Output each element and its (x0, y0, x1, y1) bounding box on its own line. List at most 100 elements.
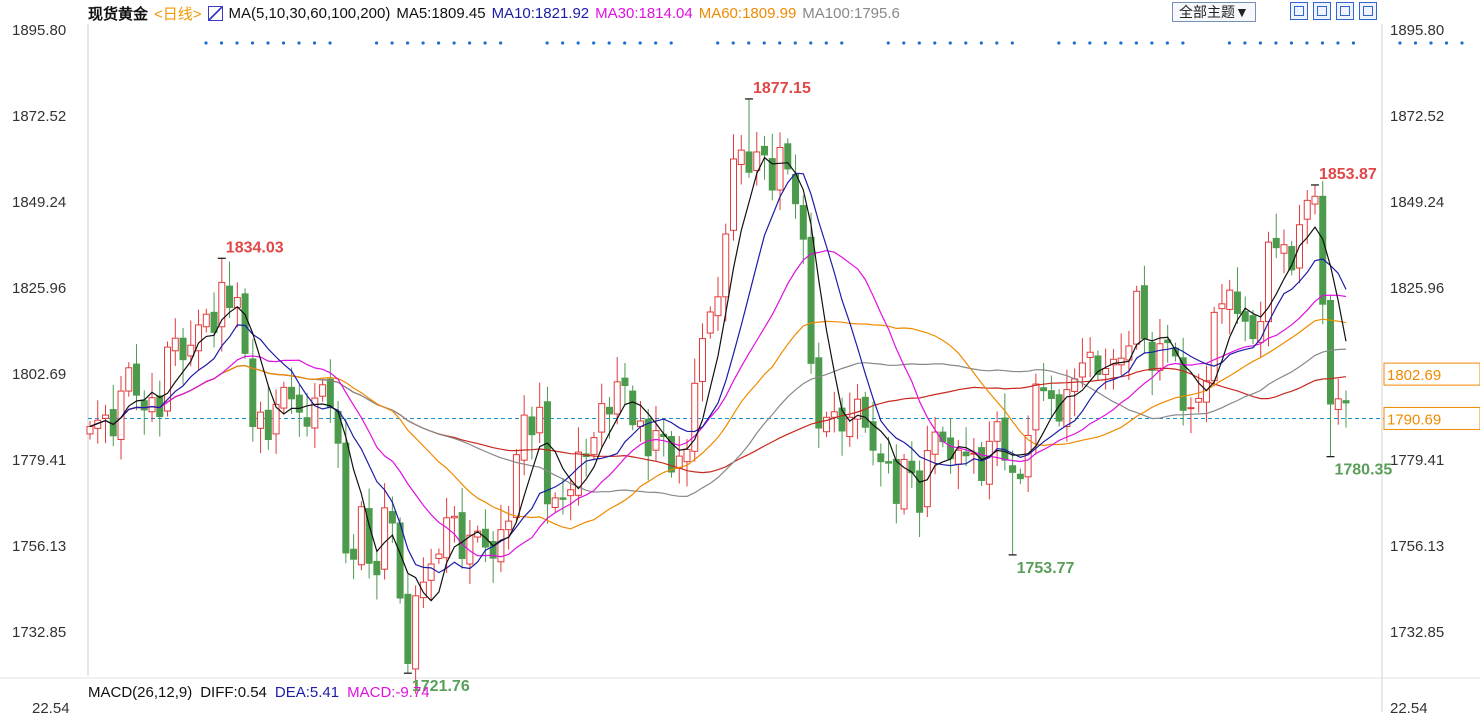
candle[interactable] (1078, 362, 1086, 378)
candle[interactable] (1233, 291, 1241, 314)
candle[interactable] (450, 515, 458, 519)
ma-settings-icon[interactable] (207, 5, 223, 21)
candle[interactable] (443, 517, 451, 559)
candle[interactable] (714, 296, 722, 317)
candle[interactable] (1342, 400, 1350, 404)
candle[interactable] (280, 386, 288, 409)
candle[interactable] (303, 417, 311, 427)
candle[interactable] (404, 593, 412, 664)
candle[interactable] (745, 151, 753, 173)
candle[interactable] (954, 449, 962, 465)
candle[interactable] (916, 470, 924, 513)
export-icon[interactable] (1336, 2, 1354, 20)
candle[interactable] (931, 431, 939, 455)
candle[interactable] (1171, 347, 1179, 357)
candle[interactable] (1109, 358, 1117, 366)
candle[interactable] (861, 396, 869, 428)
candle[interactable] (1179, 357, 1187, 411)
candle[interactable] (388, 511, 396, 524)
candle[interactable] (567, 489, 575, 497)
candle[interactable] (342, 442, 350, 554)
candle[interactable] (1226, 289, 1234, 310)
candle[interactable] (249, 358, 257, 428)
candle[interactable] (419, 581, 427, 599)
candle[interactable] (1016, 473, 1024, 480)
candle[interactable] (396, 522, 404, 599)
candle[interactable] (869, 421, 877, 451)
candle[interactable] (768, 158, 776, 191)
fullscreen-icon[interactable] (1359, 2, 1377, 20)
chart-icon[interactable] (1313, 2, 1331, 20)
candle[interactable] (985, 440, 993, 485)
candle[interactable] (195, 324, 203, 352)
candle[interactable] (1086, 351, 1094, 358)
candle[interactable] (458, 512, 466, 559)
candle[interactable] (1218, 303, 1226, 310)
candle[interactable] (830, 411, 838, 418)
candle[interactable] (667, 436, 675, 473)
candle[interactable] (1249, 315, 1257, 340)
candle[interactable] (497, 529, 505, 563)
candle[interactable] (1210, 311, 1218, 382)
candle[interactable] (334, 410, 342, 444)
candle[interactable] (435, 553, 443, 559)
candle[interactable] (613, 381, 621, 415)
candle[interactable] (140, 400, 148, 411)
candle[interactable] (644, 418, 652, 457)
candle[interactable] (1055, 394, 1063, 422)
candle[interactable] (698, 338, 706, 382)
candle[interactable] (543, 401, 551, 505)
candle[interactable] (1303, 199, 1311, 220)
candle[interactable] (605, 406, 613, 415)
candle[interactable] (1094, 355, 1102, 375)
candle[interactable] (489, 540, 497, 559)
candle[interactable] (241, 293, 249, 354)
candle[interactable] (171, 337, 179, 352)
macd-label[interactable]: MACD(26,12,9) (88, 684, 193, 701)
candle[interactable] (466, 534, 474, 565)
candle[interactable] (512, 454, 520, 518)
candle[interactable] (590, 437, 598, 456)
candle[interactable] (574, 451, 582, 496)
candle[interactable] (1047, 390, 1055, 399)
candle[interactable] (962, 451, 970, 457)
ma-params[interactable]: MA(5,10,30,60,100,200) (228, 4, 391, 22)
candle[interactable] (559, 497, 567, 500)
candle[interactable] (1117, 357, 1125, 366)
candle[interactable] (1272, 237, 1280, 249)
period-selector[interactable]: <日线> (154, 5, 202, 23)
candle[interactable] (551, 497, 559, 508)
candle[interactable] (1241, 311, 1249, 322)
candle[interactable] (629, 390, 637, 426)
candle[interactable] (218, 281, 226, 328)
candle[interactable] (202, 313, 210, 328)
candle[interactable] (691, 382, 699, 452)
candle[interactable] (1187, 407, 1195, 410)
candle[interactable] (846, 416, 854, 438)
candle[interactable] (86, 426, 94, 435)
candle[interactable] (1063, 389, 1071, 428)
candle[interactable] (412, 595, 420, 670)
candle[interactable] (288, 386, 296, 400)
candle[interactable] (1001, 417, 1009, 461)
candle[interactable] (753, 151, 761, 171)
candle[interactable] (427, 563, 435, 581)
candle[interactable] (1140, 285, 1148, 340)
candle[interactable] (838, 407, 846, 432)
candle[interactable] (784, 143, 792, 170)
candle[interactable] (319, 384, 327, 397)
candle[interactable] (179, 337, 187, 361)
grid-icon[interactable] (1290, 2, 1308, 20)
candle[interactable] (536, 406, 544, 434)
candle[interactable] (357, 506, 365, 566)
candle[interactable] (1133, 290, 1141, 345)
candle[interactable] (1156, 343, 1164, 371)
candle[interactable] (730, 158, 738, 231)
theme-dropdown[interactable]: 全部主题▼ (1172, 2, 1256, 22)
candle[interactable] (722, 233, 730, 298)
candle[interactable] (761, 145, 769, 156)
candle[interactable] (210, 311, 218, 333)
candle[interactable] (272, 403, 280, 435)
instrument-name[interactable]: 现货黄金 (88, 5, 149, 23)
candle[interactable] (993, 421, 1001, 442)
